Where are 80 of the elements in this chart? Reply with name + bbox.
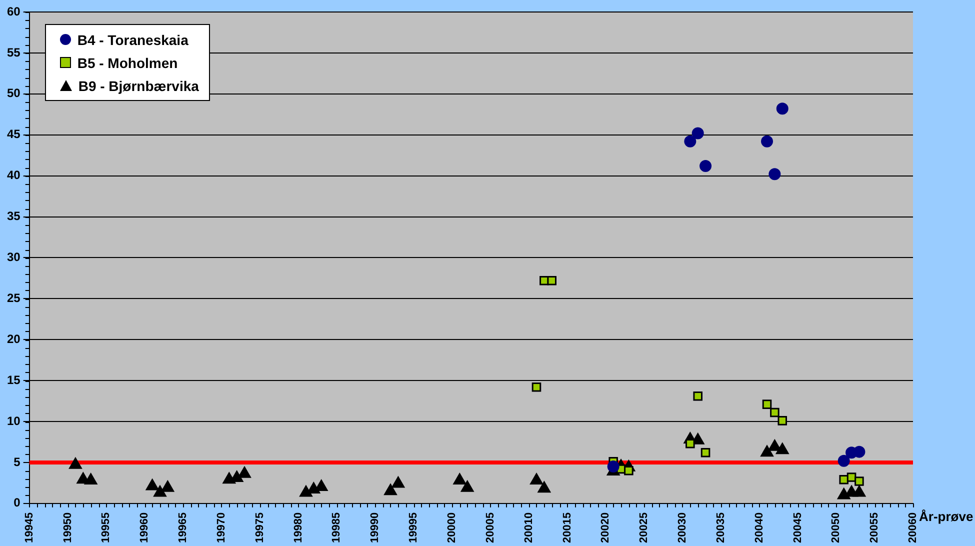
x-tick-label: 20000: [446, 512, 458, 544]
point: [838, 454, 850, 467]
y-tick-label: 45: [6, 127, 21, 142]
point: [530, 472, 544, 484]
point: [762, 400, 772, 409]
x-tick-label: 20035: [714, 512, 727, 544]
x-tick-label: 20050: [830, 512, 842, 544]
y-tick-label: 10: [6, 414, 21, 428]
point: [761, 135, 774, 148]
point: [776, 102, 788, 115]
legend-label: B4 - Toraneskaia: [77, 32, 188, 48]
point: [146, 478, 159, 490]
point: [700, 448, 710, 458]
y-tick-label: 15: [6, 372, 21, 387]
x-tick-label: 20010: [522, 512, 535, 544]
y-tick-label: 0: [14, 496, 21, 510]
y-tick-label: 30: [6, 250, 21, 264]
point: [760, 445, 774, 457]
x-tick-label: 19995: [408, 512, 420, 544]
point: [532, 382, 542, 392]
x-tick-label: 20045: [792, 512, 804, 544]
x-tick-label: 19950: [62, 512, 74, 544]
x-tick-label: 19985: [330, 512, 343, 544]
point: [686, 438, 695, 448]
x-axis-title: År-prøve: [919, 509, 974, 524]
point: [68, 457, 82, 469]
point: [693, 391, 702, 401]
point: [153, 485, 167, 497]
point: [547, 276, 556, 286]
point: [768, 168, 781, 180]
x-tick-label: 20060: [907, 512, 920, 544]
point: [314, 480, 328, 492]
point: [538, 481, 551, 493]
x-tick-label: 19965: [177, 512, 190, 544]
x-tick-label: 19975: [254, 512, 266, 544]
x-tick-label: 19970: [215, 512, 228, 544]
point: [700, 160, 712, 172]
point: [238, 466, 252, 478]
point: [854, 476, 864, 486]
point: [299, 485, 313, 497]
x-tick-label: 19960: [138, 512, 151, 544]
point: [453, 472, 466, 484]
point: [161, 480, 174, 492]
point: [776, 442, 789, 454]
x-tick-label: 19980: [292, 512, 304, 544]
x-tick-label: 19990: [369, 512, 382, 544]
y-tick-label: 60: [6, 4, 21, 18]
y-tick-label: 5: [14, 454, 21, 469]
point: [84, 472, 98, 484]
x-tick-label: 20025: [638, 512, 650, 544]
y-tick-label: 35: [6, 209, 21, 224]
point: [846, 472, 856, 482]
x-tick-label: 20040: [753, 512, 766, 544]
point: [770, 408, 780, 418]
point: [768, 439, 782, 451]
point: [607, 460, 620, 473]
x-tick-label: 20020: [600, 512, 612, 544]
point: [852, 485, 866, 497]
point: [684, 135, 696, 148]
point: [392, 476, 405, 488]
legend-label: B5 - Moholmen: [77, 54, 178, 70]
legend-label: B9 - Bjørnbærvika: [78, 78, 199, 94]
y-tick-label: 25: [6, 290, 21, 305]
x-tick-label: 20015: [561, 512, 574, 544]
x-tick-label: 20005: [484, 512, 496, 544]
x-tick-label: 19955: [100, 512, 112, 544]
point: [692, 127, 704, 140]
y-tick-label: 55: [6, 45, 21, 60]
x-tick-label: 20055: [868, 512, 881, 544]
point: [384, 484, 398, 496]
point: [460, 480, 474, 492]
point: [853, 446, 866, 458]
point: [778, 416, 788, 426]
point: [839, 475, 848, 484]
point: [624, 466, 634, 476]
x-tick-label: 19945: [23, 512, 36, 544]
y-tick-label: 20: [6, 332, 21, 346]
y-tick-label: 50: [6, 86, 21, 100]
y-tick-label: 40: [6, 168, 21, 182]
x-tick-label: 20030: [676, 512, 689, 544]
